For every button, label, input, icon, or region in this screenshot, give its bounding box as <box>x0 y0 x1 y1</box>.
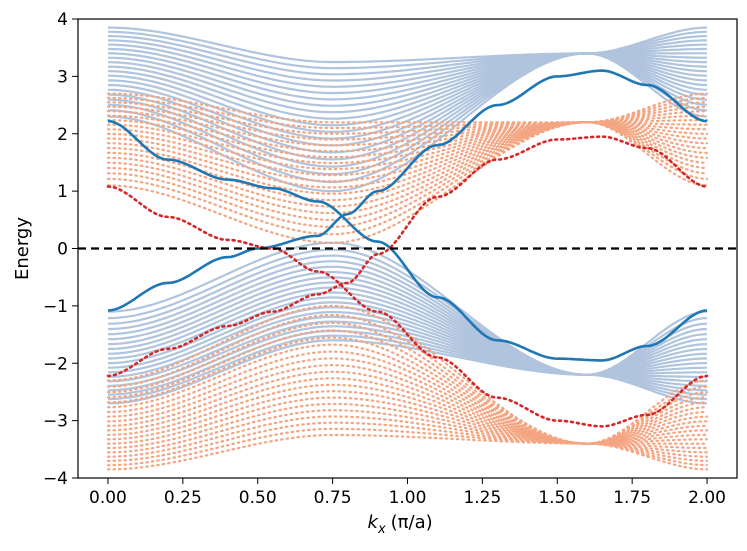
plot-area <box>78 26 737 471</box>
bulk-bands-spin-up-lower-group-line-20 <box>108 339 707 405</box>
edge-state-spin-up-line-1 <box>107 119 708 362</box>
bulk-bands-spin-down-upper-group-line-11 <box>106 121 709 177</box>
edge-state-spin-down-line-2 <box>106 135 709 378</box>
x-tick-label: 1.75 <box>613 488 651 508</box>
bulk-bands-spin-up-upper-group-line-20 <box>108 26 708 64</box>
y-tick-label: 2 <box>57 125 68 145</box>
axis-ticks: 0.00 0.25 0.50 0.75 1.00 1.25 1.50 1.75 2.00 −4 −3… <box>43 10 726 508</box>
y-tick-label: 0 <box>57 240 68 260</box>
bulk-bands-spin-down-lower-group-line-20 <box>106 433 709 471</box>
y-axis-label: Energy <box>12 217 33 280</box>
bulk-bands-spin-down-lower-group-line-18 <box>106 421 709 462</box>
plot-frame <box>77 18 738 479</box>
x-tick-label: 0.75 <box>314 488 352 508</box>
edge-state-spin-down-line-1 <box>106 185 709 428</box>
x-axis-label-main: k <box>368 512 380 533</box>
y-tick-label: 3 <box>57 67 68 87</box>
y-tick-label: −3 <box>43 412 68 432</box>
x-tick-label: 1.50 <box>538 488 576 508</box>
y-tick-label: 4 <box>57 10 68 30</box>
x-tick-label: 1.00 <box>389 488 427 508</box>
x-axis-label-unit: (π/a) <box>391 512 433 533</box>
bulk-bands-spin-down-upper-group-line-14 <box>106 119 709 159</box>
x-tick-label: 0.25 <box>164 488 202 508</box>
y-tick-label: −4 <box>43 469 68 489</box>
bulk-bands-spin-down-upper-group-line-20 <box>106 92 709 124</box>
bulk-bands-spin-down-upper-group-line-16 <box>106 110 709 147</box>
x-tick-label: 0.50 <box>239 488 277 508</box>
y-tick-label: 1 <box>57 182 68 202</box>
x-axis-label: kx (π/a) <box>368 512 433 537</box>
bulk-bands-spin-down-lower-group-line-2 <box>106 313 709 445</box>
x-tick-label: 2.00 <box>688 488 726 508</box>
y-tick-label: −2 <box>43 354 68 374</box>
bulk-bands-spin-down-upper-group-line-15 <box>106 114 709 153</box>
x-tick-label: 1.25 <box>463 488 501 508</box>
x-tick-label: 0.00 <box>89 488 127 508</box>
x-axis-label-sub: x <box>377 522 386 537</box>
edge-state-spin-up-line-2 <box>107 69 708 312</box>
y-tick-label: −1 <box>43 297 68 317</box>
bulk-bands-spin-down-lower-group-line-19 <box>106 427 709 467</box>
bulk-bands-spin-down-lower-group-line-6 <box>106 343 709 445</box>
